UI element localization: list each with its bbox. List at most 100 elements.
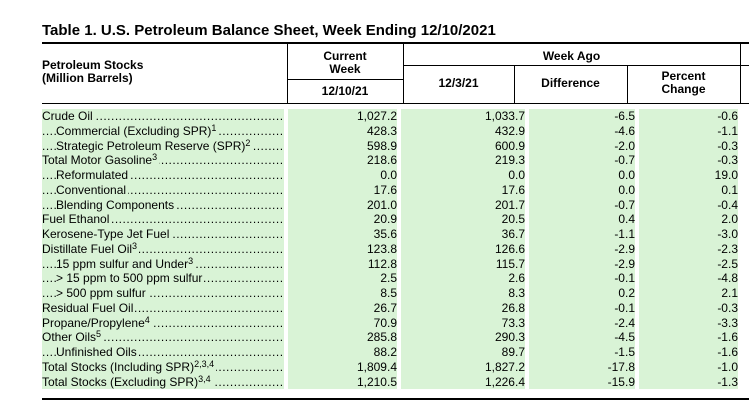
row-label-name: Reformulated (56, 168, 129, 182)
percent-change-value: -1.3 (639, 374, 738, 390)
difference-value: -1.1 (529, 227, 635, 242)
table-title: Table 1. U.S. Petroleum Balance Sheet, W… (42, 22, 496, 39)
row-label-name: Strategic Petroleum Reserve (SPR) (56, 138, 246, 153)
difference-value: -2.9 (529, 241, 635, 257)
percent-change-value: -0.3 (639, 300, 738, 316)
percent-change-value: -4.8 (639, 271, 738, 286)
percent-change-header: Percent Change (627, 70, 740, 96)
week-ago-value: 36.7 (401, 227, 525, 242)
row-label: ........................................… (42, 271, 284, 286)
table-row: ........................................… (42, 300, 749, 316)
table-row: ........................................… (42, 153, 749, 168)
percent-change-value: -1.6 (639, 330, 738, 345)
current-week-date: 12/10/21 (321, 84, 369, 98)
row-label-text: Distillate Fuel Oil3 (42, 241, 140, 256)
current-week-value: 598.9 (288, 138, 397, 154)
percent-change-value: -1.1 (639, 123, 738, 139)
header-rule-percent-left (627, 65, 628, 103)
current-week-value: 112.8 (288, 256, 397, 272)
current-week-value: 1,210.5 (288, 374, 397, 390)
table-row: ........................................… (42, 374, 749, 390)
percent-change-value: -0.6 (639, 109, 738, 124)
row-label: ........................................… (42, 374, 284, 390)
row-label-name: > 15 ppm to 500 ppm sulfur (56, 271, 203, 286)
week-ago-header: Week Ago (542, 49, 601, 63)
current-week-value: 20.9 (288, 212, 397, 227)
row-label: ........................................… (42, 300, 284, 316)
difference-value: -6.5 (529, 109, 635, 124)
table-row: ........................................… (42, 359, 749, 375)
row-label-name: Propane/Propylene (42, 315, 145, 330)
table-row: ........................................… (42, 345, 749, 360)
footnote-ref: 5 (96, 330, 102, 340)
week-ago-value: 201.7 (401, 197, 525, 213)
table-row: ........................................… (42, 256, 749, 272)
row-label: ........................................… (42, 241, 284, 257)
week-ago-value: 1,226.4 (401, 374, 525, 390)
difference-value: 0.4 (529, 212, 635, 227)
row-label-text: Fuel Ethanol (42, 212, 112, 227)
current-week-value: 88.2 (288, 345, 397, 360)
row-label: ........................................… (42, 330, 284, 345)
row-label-name: Total Stocks (Including SPR) (42, 359, 195, 374)
week-ago-value: 26.8 (401, 300, 525, 316)
row-label: ........................................… (42, 168, 284, 183)
difference-header: Difference (541, 76, 600, 90)
current-week-value: 285.8 (288, 330, 397, 345)
footnote-ref: 3 (132, 241, 138, 251)
row-label-text: Unfinished Oils (56, 345, 139, 359)
week-ago-value: 20.5 (401, 212, 525, 227)
row-label: ........................................… (42, 109, 284, 124)
percent-change-value: -1.0 (639, 359, 738, 375)
row-label-name: 15 ppm sulfur and Under (56, 256, 189, 271)
row-label-header-line1: Petroleum Stocks (42, 58, 144, 72)
current-week-value: 218.6 (288, 153, 397, 168)
week-ago-value: 432.9 (401, 123, 525, 139)
row-label-name: Total Stocks (Excluding SPR) (42, 374, 199, 389)
row-label-text: Propane/Propylene4 (42, 315, 152, 330)
week-ago-value: 89.7 (401, 345, 525, 360)
current-week-value: 428.3 (288, 123, 397, 139)
difference-value: -4.6 (529, 123, 635, 139)
leader-dots: ........................................… (42, 109, 284, 123)
difference-value: -15.9 (529, 374, 635, 390)
row-label-text: 15 ppm sulfur and Under3 (56, 256, 196, 271)
week-ago-value: 2.6 (401, 271, 525, 286)
row-label: ........................................… (42, 212, 284, 227)
row-label-text: Kerosene-Type Jet Fuel (42, 227, 172, 241)
row-label-text: Conventional (56, 182, 129, 197)
row-label-name: > 500 ppm sulfur (56, 286, 146, 300)
row-label-name: Commercial (Excluding SPR) (56, 123, 212, 138)
header-rule-right (740, 44, 741, 103)
percent-change-value: 2.0 (639, 212, 738, 227)
current-week-header: Current Week (287, 50, 403, 76)
current-week-value: 8.5 (288, 286, 397, 301)
row-label-name: Conventional (56, 182, 127, 197)
percent-change-value: -0.3 (639, 153, 738, 168)
current-week-value: 201.0 (288, 197, 397, 213)
table-row: ........................................… (42, 227, 749, 242)
difference-value: -2.0 (529, 138, 635, 154)
difference-value: 0.0 (529, 182, 635, 198)
header-rule-difference-left (514, 65, 515, 103)
current-week-value: 26.7 (288, 300, 397, 316)
row-label-text: Reformulated (56, 168, 131, 182)
difference-value: -0.7 (529, 153, 635, 168)
table-row: ........................................… (42, 286, 749, 301)
difference-value: -0.1 (529, 300, 635, 316)
table-row: ........................................… (42, 315, 749, 331)
week-ago-value: 73.3 (401, 315, 525, 331)
row-label-name: Fuel Ethanol (42, 212, 110, 227)
week-ago-value: 126.6 (401, 241, 525, 257)
current-week-value: 2.5 (288, 271, 397, 286)
table-row: ........................................… (42, 138, 749, 154)
percent-change-value: -2.5 (639, 256, 738, 272)
current-week-value: 70.9 (288, 315, 397, 331)
week-ago-value: 8.3 (401, 286, 525, 301)
title-rule (42, 42, 749, 44)
table-row: ........................................… (42, 330, 749, 345)
difference-value: -0.7 (529, 197, 635, 213)
header-rule-weekago-under (403, 65, 749, 66)
footnote-ref: 2,3,4 (194, 359, 215, 369)
difference-value: 0.0 (529, 168, 635, 183)
